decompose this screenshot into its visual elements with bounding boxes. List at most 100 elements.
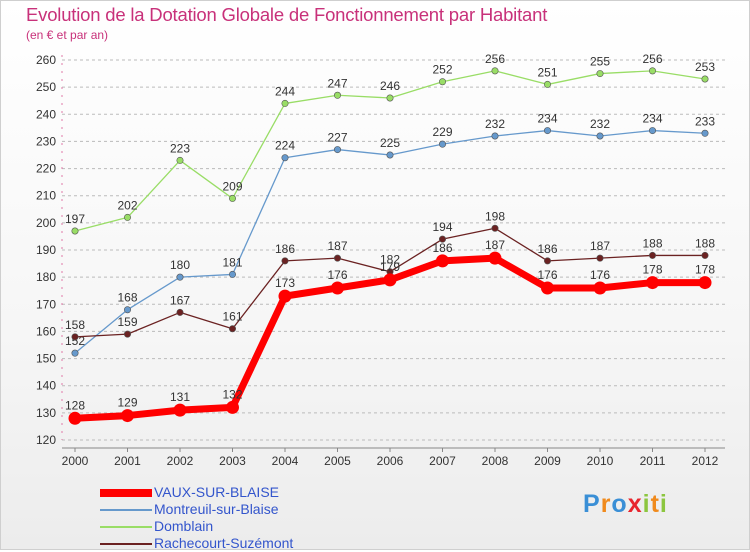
chart-legend: VAUX-SUR-BLAISE Montreuil-sur-Blaise Dombl…	[100, 484, 400, 552]
data-point	[121, 409, 134, 423]
x-tick-label: 2004	[272, 454, 299, 468]
y-tick-label: 180	[36, 270, 56, 284]
data-point	[71, 349, 79, 357]
data-label: 244	[275, 84, 295, 98]
data-point	[491, 67, 499, 75]
data-label: 178	[642, 263, 662, 277]
data-label: 232	[590, 117, 610, 131]
x-tick-label: 2005	[324, 454, 351, 468]
x-tick-label: 2011	[640, 454, 666, 468]
data-label: 251	[537, 65, 557, 79]
data-point	[593, 281, 607, 295]
data-label: 209	[222, 179, 242, 193]
logo-letter: i	[659, 490, 668, 518]
chart-subtitle: (en € et par an)	[26, 28, 109, 42]
data-point	[124, 306, 132, 314]
data-label: 186	[432, 241, 452, 255]
x-tick-label: 2008	[482, 454, 509, 468]
data-point	[229, 325, 237, 333]
data-point	[646, 276, 659, 290]
data-label: 229	[432, 125, 452, 139]
data-point	[124, 330, 132, 338]
logo-letter: o	[611, 490, 628, 518]
data-point	[176, 273, 184, 281]
data-label: 188	[695, 236, 715, 250]
data-point	[488, 251, 502, 265]
data-point	[701, 251, 709, 259]
data-label: 161	[222, 310, 242, 324]
data-label: 178	[695, 263, 715, 277]
data-label: 224	[275, 139, 295, 153]
data-point	[68, 411, 82, 425]
data-label: 202	[117, 198, 137, 212]
series-line-montreuil-sur-blaise	[74, 129, 706, 354]
data-point	[648, 127, 656, 135]
y-tick-label: 130	[36, 406, 56, 420]
data-point	[176, 156, 184, 164]
data-point	[281, 257, 289, 265]
legend-label: VAUX-SUR-BLAISE	[154, 484, 279, 500]
data-point	[596, 70, 604, 78]
x-tick-label: 2002	[167, 454, 194, 468]
data-point	[281, 99, 289, 107]
legend-swatch	[100, 488, 152, 497]
y-tick-label: 210	[36, 189, 56, 203]
y-tick-label: 190	[36, 243, 56, 257]
data-label: 253	[695, 60, 715, 74]
x-tick-label: 2009	[534, 454, 561, 468]
y-tick-label: 250	[36, 80, 56, 94]
data-label: 225	[380, 136, 400, 150]
legend-swatch	[100, 508, 152, 511]
proxiti-logo: Proxiti	[583, 490, 668, 519]
data-label: 256	[642, 52, 662, 66]
legend-item: Rachecourt-Suzémont	[100, 535, 400, 552]
data-label: 167	[170, 293, 190, 307]
data-point	[648, 251, 656, 259]
data-label: 129	[117, 396, 137, 410]
data-label: 158	[65, 318, 85, 332]
data-point	[648, 67, 656, 75]
logo-letter: P	[583, 490, 601, 518]
legend-item: Domblain	[100, 518, 400, 535]
data-label: 187	[590, 239, 610, 253]
data-point	[71, 333, 79, 341]
data-label: 131	[170, 390, 190, 404]
x-tick-label: 2007	[429, 454, 456, 468]
data-label: 186	[275, 242, 295, 256]
logo-letter: t	[650, 490, 660, 518]
data-label: 246	[380, 79, 400, 93]
logo-letter: x	[627, 490, 643, 518]
y-tick-label: 200	[36, 216, 56, 230]
legend-label: Montreuil-sur-Blaise	[154, 501, 279, 517]
data-point	[386, 94, 394, 102]
data-label: 128	[65, 398, 85, 412]
data-point	[331, 281, 344, 295]
data-point	[229, 194, 237, 202]
data-point	[543, 127, 551, 135]
data-label: 227	[327, 131, 347, 145]
data-label: 194	[432, 220, 452, 234]
x-tick-label: 2010	[587, 454, 614, 468]
data-point	[226, 400, 239, 414]
y-tick-label: 140	[36, 379, 56, 393]
legend-swatch	[100, 542, 152, 545]
x-tick-label: 2006	[377, 454, 404, 468]
data-point	[491, 132, 499, 140]
data-label: 188	[642, 236, 662, 250]
y-tick-label: 260	[36, 53, 56, 67]
data-label: 234	[537, 112, 557, 126]
data-point	[278, 289, 292, 303]
data-label: 233	[695, 114, 715, 128]
data-label: 176	[327, 268, 347, 282]
data-label: 132	[222, 387, 242, 401]
data-point	[173, 403, 187, 417]
data-label: 179	[380, 260, 400, 274]
data-point	[281, 154, 289, 162]
data-point	[701, 129, 709, 137]
data-point	[124, 213, 132, 221]
data-point	[438, 140, 446, 148]
data-label: 198	[485, 209, 505, 223]
data-label: 180	[170, 258, 190, 272]
data-point	[383, 273, 397, 287]
